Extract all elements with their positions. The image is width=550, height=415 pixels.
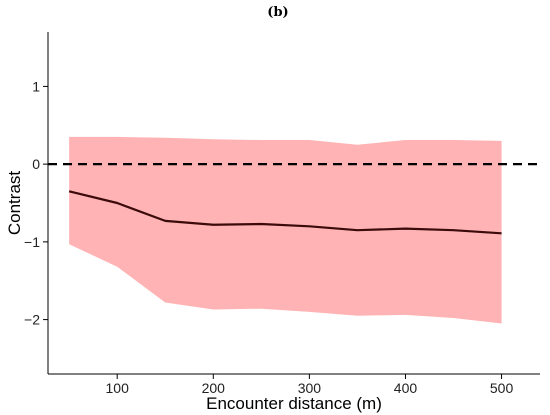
y-tick-label: 1 xyxy=(32,78,40,94)
y-tick-label: −2 xyxy=(24,312,40,328)
y-axis-title: Contrast xyxy=(5,171,24,236)
x-tick-label: 100 xyxy=(106,380,130,396)
x-tick-label: 400 xyxy=(394,380,418,396)
x-ticks: 100 200 300 400 500 xyxy=(106,374,514,396)
confidence-band xyxy=(69,136,502,324)
confidence-band-layer xyxy=(69,136,502,324)
x-axis-title: Encounter distance (m) xyxy=(206,394,382,413)
x-tick-label: 300 xyxy=(298,380,322,396)
contrast-line xyxy=(68,190,502,235)
x-tick-label: 200 xyxy=(202,380,226,396)
panel-label: (b) xyxy=(267,5,288,20)
x-tick-label: 500 xyxy=(490,380,514,396)
series-line-layer xyxy=(68,190,502,235)
y-tick-label: 0 xyxy=(32,156,40,172)
y-ticks: −2 −1 0 1 xyxy=(24,78,48,328)
y-tick-label: −1 xyxy=(24,234,40,250)
